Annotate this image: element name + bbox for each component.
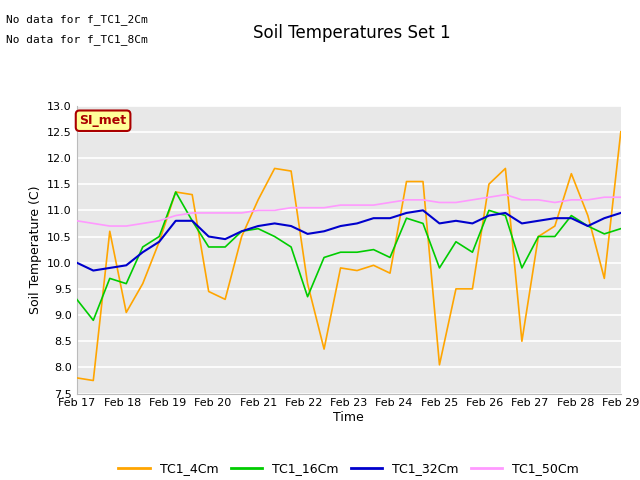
Y-axis label: Soil Temperature (C): Soil Temperature (C)	[29, 185, 42, 314]
Legend: TC1_4Cm, TC1_16Cm, TC1_32Cm, TC1_50Cm: TC1_4Cm, TC1_16Cm, TC1_32Cm, TC1_50Cm	[113, 457, 584, 480]
Text: SI_met: SI_met	[79, 114, 127, 127]
Text: No data for f_TC1_2Cm: No data for f_TC1_2Cm	[6, 14, 148, 25]
Text: No data for f_TC1_8Cm: No data for f_TC1_8Cm	[6, 34, 148, 45]
Text: Soil Temperatures Set 1: Soil Temperatures Set 1	[253, 24, 451, 42]
X-axis label: Time: Time	[333, 411, 364, 424]
